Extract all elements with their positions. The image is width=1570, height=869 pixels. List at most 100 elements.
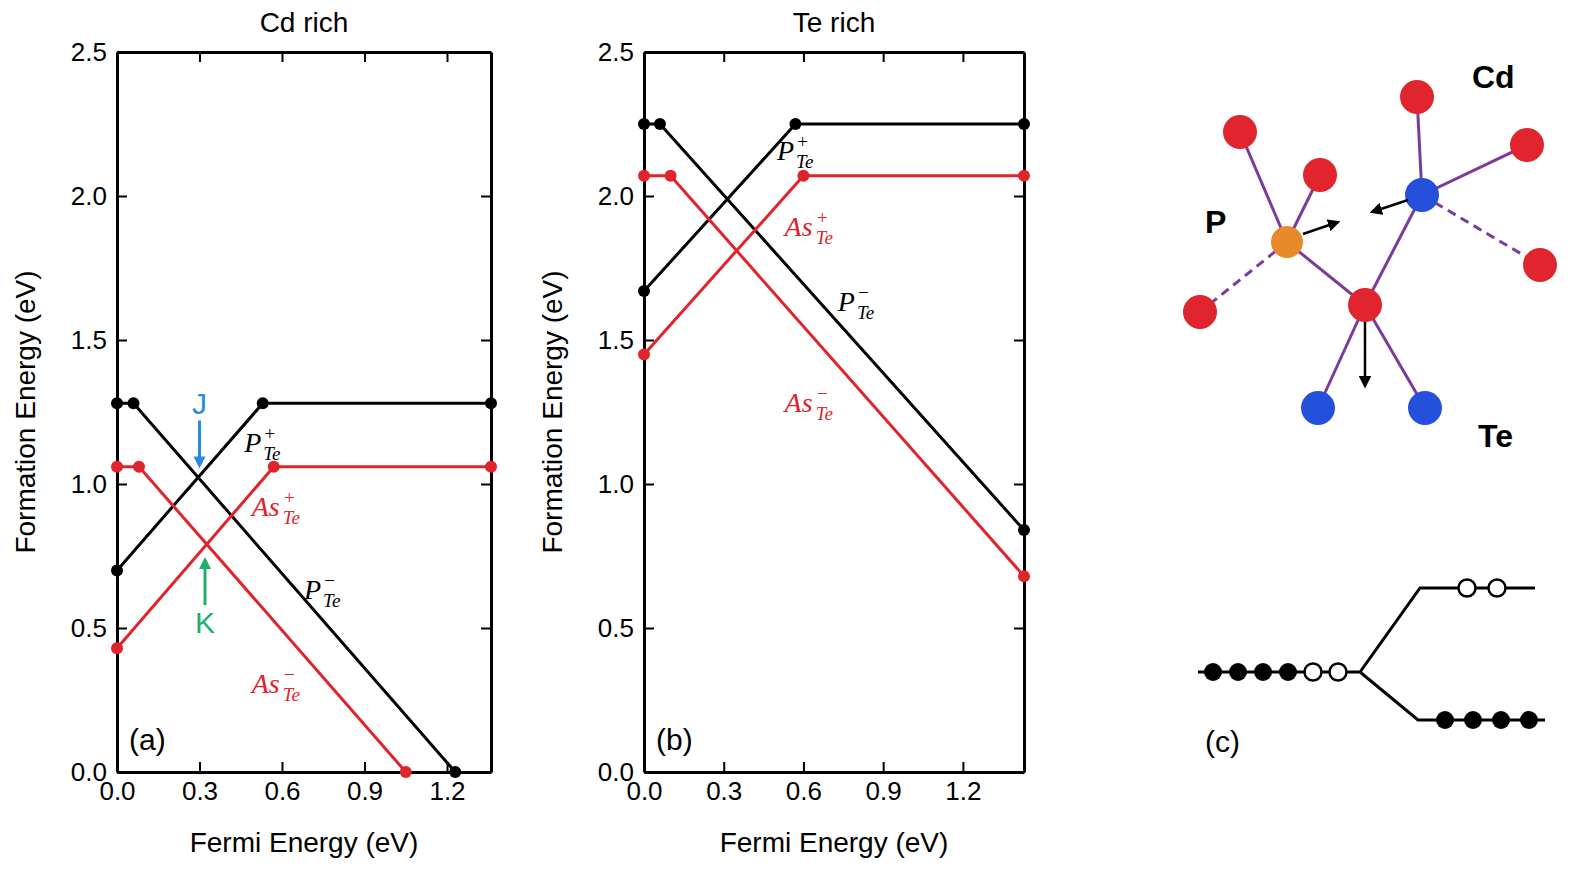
tick: [803, 52, 804, 62]
electron-empty: [1489, 580, 1506, 597]
atom-cd: [1510, 128, 1544, 162]
tick-mark: [1014, 772, 1024, 774]
tick-label: 1.5: [598, 325, 634, 355]
tick: [282, 52, 283, 62]
series-marker: [133, 461, 145, 473]
tick-mark: [644, 484, 654, 486]
panel-letter: (b): [656, 723, 693, 756]
tick-mark: [117, 52, 127, 54]
tick-mark: [883, 52, 885, 62]
series-label-sub: Te: [283, 507, 300, 528]
x-axis-top: [118, 52, 492, 62]
series-marker: [1018, 570, 1030, 582]
series-label-sup: −: [816, 383, 829, 404]
series-label-sub: Te: [283, 684, 300, 705]
annotation-arrowhead: [199, 557, 211, 569]
axis-line: [116, 53, 119, 773]
tick: 1.0: [71, 469, 127, 499]
tick-mark: [644, 196, 654, 198]
atom-cd: [1223, 115, 1257, 149]
atom-te: [1408, 391, 1442, 425]
tick-mark: [644, 340, 654, 342]
tick-mark: [883, 762, 885, 772]
series-marker: [111, 642, 123, 654]
tick-mark: [481, 772, 491, 774]
series-line: [117, 403, 491, 570]
tick-mark: [723, 762, 725, 772]
atom-label: P: [1205, 204, 1226, 240]
bond: [1240, 132, 1287, 242]
panel-letter: (c): [1205, 725, 1240, 758]
tick: [1014, 772, 1024, 773]
tick: [447, 52, 448, 62]
diagram-panel: PCdTe(c): [1183, 59, 1557, 758]
tick-label: 0.6: [786, 776, 822, 806]
series-marker: [400, 766, 412, 778]
tick: [481, 484, 491, 485]
series-marker: [111, 564, 123, 576]
chart-root: 0.00.30.60.91.20.00.51.01.52.02.5PTe+PTe…: [0, 0, 1570, 869]
annotation-arrowhead: [194, 456, 206, 468]
series-label: P: [776, 135, 794, 166]
series-label-sub: Te: [323, 590, 340, 611]
series-marker: [1018, 170, 1030, 182]
tick-label: 1.2: [429, 776, 465, 806]
axis-line: [490, 53, 493, 773]
series-marker: [638, 170, 650, 182]
tick-label: 0.6: [264, 776, 300, 806]
series-label-sup: +: [816, 207, 829, 228]
plot-marks: [638, 118, 1030, 582]
tick: [481, 772, 491, 773]
series-label-sub: Te: [816, 227, 833, 248]
bond: [1422, 195, 1540, 265]
series-line: [117, 467, 406, 772]
annotation-arrow: [204, 567, 207, 605]
electron-filled: [1464, 711, 1482, 729]
panel-1: 0.00.30.60.91.20.00.51.01.52.02.5PTe+PTe…: [537, 7, 1030, 858]
tick: [481, 52, 491, 53]
tick: [1014, 52, 1024, 53]
atom-cd: [1523, 248, 1557, 282]
tick: [1014, 196, 1024, 197]
tick-label: 0.5: [71, 613, 107, 643]
tick: 2.0: [71, 181, 127, 211]
tick-mark: [481, 340, 491, 342]
tick-mark: [1014, 196, 1024, 198]
tick-mark: [1014, 628, 1024, 630]
series-marker: [257, 397, 269, 409]
series-line: [644, 176, 1024, 355]
tick-mark: [282, 52, 284, 62]
tick: 0.6: [264, 762, 300, 806]
tick-label: 0.9: [347, 776, 383, 806]
electron-filled: [1492, 711, 1510, 729]
annotation-arrow: [198, 420, 201, 458]
tick-mark: [644, 628, 654, 630]
atom-p: [1271, 226, 1303, 258]
tick-mark: [481, 628, 491, 630]
electron-empty: [1459, 580, 1476, 597]
series-label-sub: Te: [796, 151, 813, 172]
series-marker: [1018, 118, 1030, 130]
level-lines: [1198, 588, 1545, 720]
series-marker: [638, 348, 650, 360]
y-axis: 0.00.51.01.52.02.5: [598, 37, 654, 787]
tick: [1014, 628, 1024, 629]
atom-te: [1301, 391, 1335, 425]
annotation-label: J: [192, 387, 207, 420]
tick: 0.9: [866, 762, 902, 806]
tick-mark: [117, 484, 127, 486]
atom-te: [1405, 178, 1439, 212]
tick: 2.5: [71, 37, 127, 67]
tick-mark: [117, 340, 127, 342]
tick-mark: [364, 762, 366, 772]
tick: 0.5: [71, 613, 127, 643]
tick: [883, 52, 884, 62]
axis-line: [1023, 53, 1026, 773]
tick: 0.6: [786, 762, 822, 806]
tick-label: 1.0: [598, 469, 634, 499]
tick: 0.0: [598, 757, 654, 787]
electron-filled: [1520, 711, 1538, 729]
tick: 2.5: [598, 37, 654, 67]
series-label: As: [250, 491, 280, 522]
tick-mark: [644, 52, 654, 54]
